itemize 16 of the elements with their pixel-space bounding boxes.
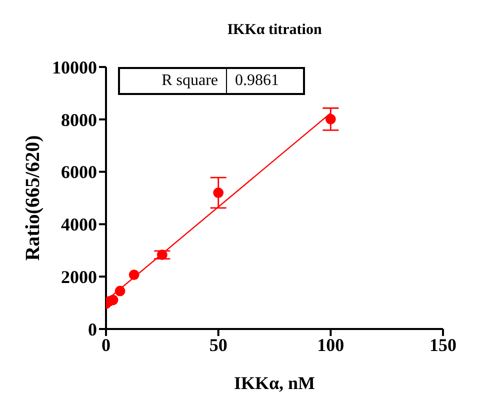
y-axis-title: Ratio(665/620) [22,135,44,261]
y-tick-label: 6000 [61,162,97,182]
table-frame: R square 0.9861 [118,67,305,95]
annotation: R square [160,71,219,91]
x-axis-title: IKKα, nM [234,373,316,393]
y-tick-label: 10000 [52,57,97,78]
annotation: 0.9861 [226,69,303,93]
y-tick-label: 2000 [61,266,97,287]
x-tick-label: 100 [317,334,344,355]
y-tick-label: 8000 [61,110,97,130]
y-tick-label: 4000 [61,214,97,235]
chart-title: IKKα titration [226,22,323,39]
y-tick-label: 0 [88,319,97,340]
x-tick-label: 150 [430,334,456,355]
x-tick-label: 0 [102,334,110,355]
x-tick-label: 50 [209,334,228,355]
